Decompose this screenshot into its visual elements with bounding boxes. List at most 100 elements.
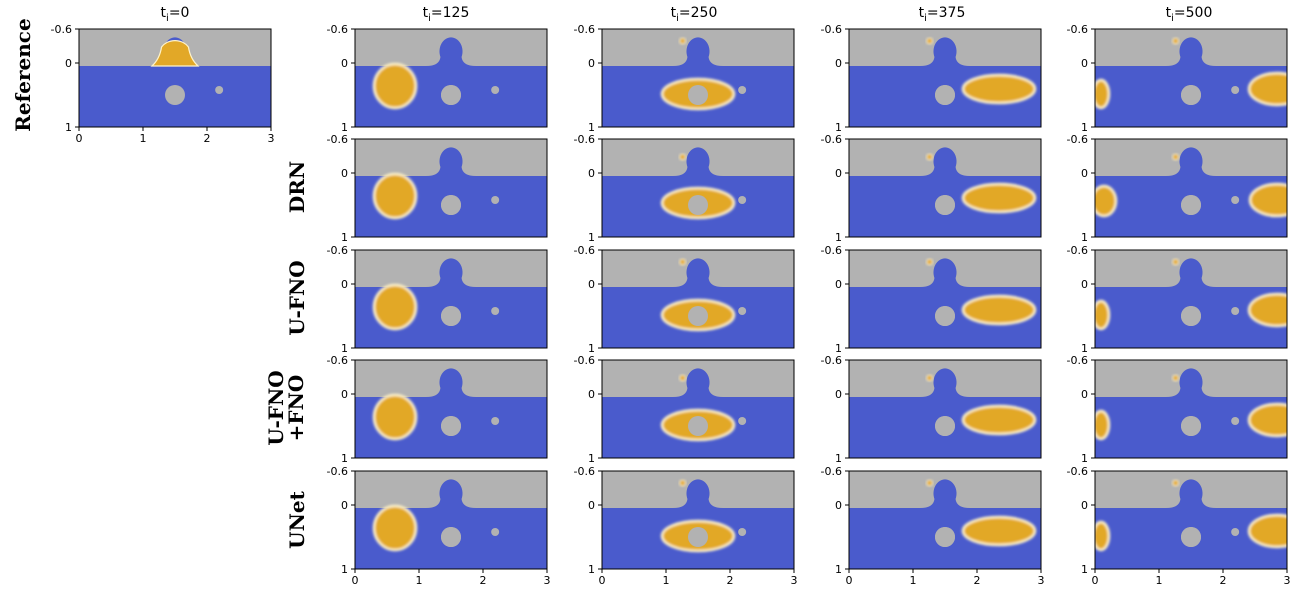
- small-obstacle: [215, 86, 224, 94]
- y-tick-label: 0: [835, 388, 842, 401]
- panel-r3-c2: [602, 360, 794, 458]
- small-obstacle: [491, 307, 500, 315]
- y-tick-label: -0.6: [574, 354, 595, 367]
- y-tick-label: 0: [341, 388, 348, 401]
- panel-frame: [848, 249, 1042, 349]
- solid-boundary: [1095, 360, 1287, 397]
- panel-frame: [848, 28, 1042, 128]
- x-tick-label: 2: [1220, 574, 1227, 587]
- column-title-t125: ti=125: [422, 5, 470, 24]
- droplet: [372, 393, 418, 441]
- large-obstacle-front: [1181, 195, 1201, 215]
- panel-frame: [354, 138, 548, 238]
- large-obstacle-front: [688, 306, 708, 326]
- large-obstacle-front: [935, 195, 955, 215]
- y-tick-label: -0.6: [821, 465, 842, 478]
- y-tick-label: 0: [588, 57, 595, 70]
- panel-frame: [354, 28, 548, 128]
- droplet: [1247, 71, 1287, 107]
- y-tick-label: -0.6: [1067, 244, 1088, 257]
- large-obstacle-front: [441, 85, 461, 105]
- panel-r4-c2: [602, 471, 794, 569]
- small-obstacle: [738, 196, 747, 204]
- y-tick-label: 1: [341, 563, 348, 576]
- panel-frame: [354, 249, 548, 349]
- residual-droplet: [679, 479, 687, 487]
- y-tick-label: -0.6: [574, 23, 595, 36]
- y-tick-label: 0: [835, 499, 842, 512]
- x-tick-label: 3: [1284, 574, 1291, 587]
- large-obstacle-front: [441, 195, 461, 215]
- solid-boundary: [602, 471, 794, 508]
- residual-droplet: [679, 153, 687, 161]
- panel-frame: [78, 28, 272, 128]
- x-tick-label: 3: [544, 574, 551, 587]
- y-tick-label: 1: [835, 342, 842, 355]
- x-tick-label: 0: [846, 574, 853, 587]
- solid-boundary: [1095, 29, 1287, 66]
- panel-r1-c4: [1095, 139, 1287, 237]
- large-obstacle-front: [441, 416, 461, 436]
- x-tick-label: 2: [204, 132, 211, 145]
- solid-boundary: [849, 139, 1041, 176]
- residual-droplet: [926, 37, 934, 45]
- solid-boundary: [1095, 139, 1287, 176]
- droplet: [372, 504, 418, 552]
- droplet: [961, 182, 1037, 214]
- panel-frame: [601, 249, 795, 349]
- panel-frame: [601, 470, 795, 570]
- droplet: [1095, 184, 1118, 218]
- y-tick-label: 0: [1081, 278, 1088, 291]
- droplet: [1248, 182, 1287, 218]
- large-obstacle-front: [1181, 416, 1201, 436]
- droplet: [1247, 513, 1287, 549]
- large-obstacle-front: [935, 416, 955, 436]
- residual-droplet: [679, 37, 687, 45]
- panel-r2-c2: [602, 250, 794, 348]
- panel-r1-c1: [355, 139, 547, 237]
- panel-r0-c2: [602, 29, 794, 127]
- column-title-t500: ti=500: [1165, 5, 1213, 24]
- panel-r1-c2: [602, 139, 794, 237]
- residual-droplet: [1172, 479, 1180, 487]
- y-tick-label: 1: [1081, 563, 1088, 576]
- x-tick-label: 1: [416, 574, 423, 587]
- y-tick-label: 1: [835, 452, 842, 465]
- large-obstacle-front: [688, 195, 708, 215]
- droplet: [150, 39, 200, 67]
- x-tick-label: 2: [727, 574, 734, 587]
- y-tick-label: 1: [1081, 342, 1088, 355]
- solid-boundary: [355, 139, 547, 176]
- large-obstacle-front: [441, 306, 461, 326]
- panel-r0-c4: [1095, 29, 1287, 127]
- solid-boundary: [355, 250, 547, 287]
- panel-frame: [1094, 28, 1288, 128]
- y-tick-label: -0.6: [327, 133, 348, 146]
- panel-r2-c4: [1095, 250, 1287, 348]
- y-tick-label: 1: [588, 121, 595, 134]
- y-tick-label: 1: [588, 342, 595, 355]
- panel-frame: [1094, 470, 1288, 570]
- residual-droplet: [1172, 258, 1180, 266]
- x-tick-label: 1: [910, 574, 917, 587]
- y-tick-label: -0.6: [327, 465, 348, 478]
- residual-droplet: [1172, 374, 1180, 382]
- small-obstacle: [491, 196, 500, 204]
- y-tick-label: -0.6: [327, 244, 348, 257]
- droplet: [961, 404, 1037, 436]
- y-tick-label: -0.6: [574, 244, 595, 257]
- small-obstacle: [1231, 528, 1240, 536]
- y-tick-label: 1: [588, 231, 595, 244]
- panel-frame: [1094, 138, 1288, 238]
- solid-boundary: [79, 29, 271, 66]
- y-tick-label: 1: [588, 563, 595, 576]
- droplet: [1247, 402, 1287, 438]
- panel-r3-c1: [355, 360, 547, 458]
- droplet: [1095, 520, 1111, 552]
- panel-frame: [354, 470, 548, 570]
- panel-r4-c1: [355, 471, 547, 569]
- panel-frame: [848, 359, 1042, 459]
- residual-droplet: [1172, 37, 1180, 45]
- y-tick-label: -0.6: [574, 465, 595, 478]
- droplet: [961, 73, 1037, 105]
